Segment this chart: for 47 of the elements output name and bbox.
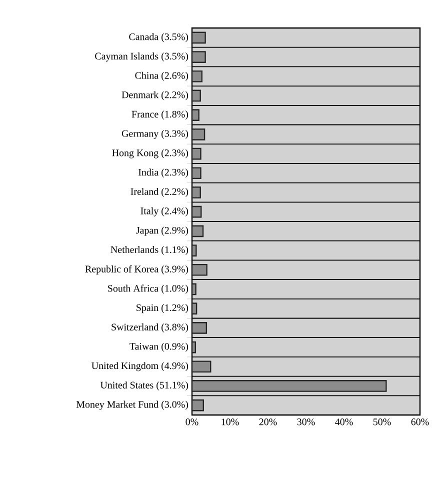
- bar: [191, 380, 387, 392]
- y-tick-label: Japan (2.9%): [136, 226, 188, 236]
- x-tick-label: 20%: [259, 418, 277, 426]
- x-tick-label: 60%: [411, 418, 429, 426]
- y-tick-label: Italy (2.4%): [140, 207, 188, 216]
- y-tick-label: Spain (1.2%): [136, 304, 188, 314]
- bar: [191, 128, 206, 140]
- x-tick-label: 50%: [373, 418, 391, 426]
- y-tick-label: United Kingdom (4.9%): [92, 362, 188, 372]
- bar: [191, 341, 196, 354]
- bar: [191, 109, 200, 121]
- y-tick-label: United States (51.1%): [100, 381, 188, 390]
- y-tick-label: Cayman Islands (3.5%): [95, 52, 188, 62]
- x-tick-label: 0%: [186, 418, 198, 426]
- bar: [191, 70, 202, 82]
- y-tick-label: Money Market Fund (3.0%): [76, 400, 188, 410]
- y-tick-label: France (1.8%): [132, 110, 188, 120]
- y-tick-label: Germany (3.3%): [122, 130, 188, 139]
- y-tick-label: Netherlands (1.1%): [110, 246, 188, 256]
- y-tick-label: Republic of Korea (3.9%): [85, 265, 188, 274]
- y-tick-label: South Africa (1.0%): [108, 284, 188, 294]
- bar: [191, 186, 201, 198]
- bar: [191, 167, 202, 180]
- y-tick-label: Canada (3.5%): [129, 33, 188, 42]
- bar: [191, 225, 204, 238]
- y-tick-label: India (2.3%): [138, 168, 188, 178]
- y-tick-label: Hong Kong (2.3%): [112, 149, 188, 158]
- bar: [191, 244, 197, 256]
- bar: [191, 206, 202, 218]
- bar: [191, 322, 208, 334]
- y-tick-label: China (2.6%): [135, 72, 188, 81]
- y-tick-label: Denmark (2.2%): [122, 91, 188, 100]
- bar: [191, 399, 204, 412]
- bar: [191, 283, 196, 296]
- bar: [191, 51, 206, 63]
- bar: [191, 360, 212, 373]
- y-tick-label: Ireland (2.2%): [130, 188, 188, 197]
- bar: [191, 302, 198, 314]
- x-tick-label: 10%: [222, 418, 239, 426]
- x-tick-label: 40%: [335, 418, 353, 426]
- y-tick-label: Switzerland (3.8%): [112, 323, 188, 332]
- bar: [191, 32, 206, 44]
- bar: [191, 264, 208, 276]
- bar: [191, 148, 202, 160]
- bar: [191, 90, 201, 102]
- y-tick-label: Taiwan (0.9%): [130, 342, 188, 352]
- x-tick-label: 30%: [297, 418, 315, 426]
